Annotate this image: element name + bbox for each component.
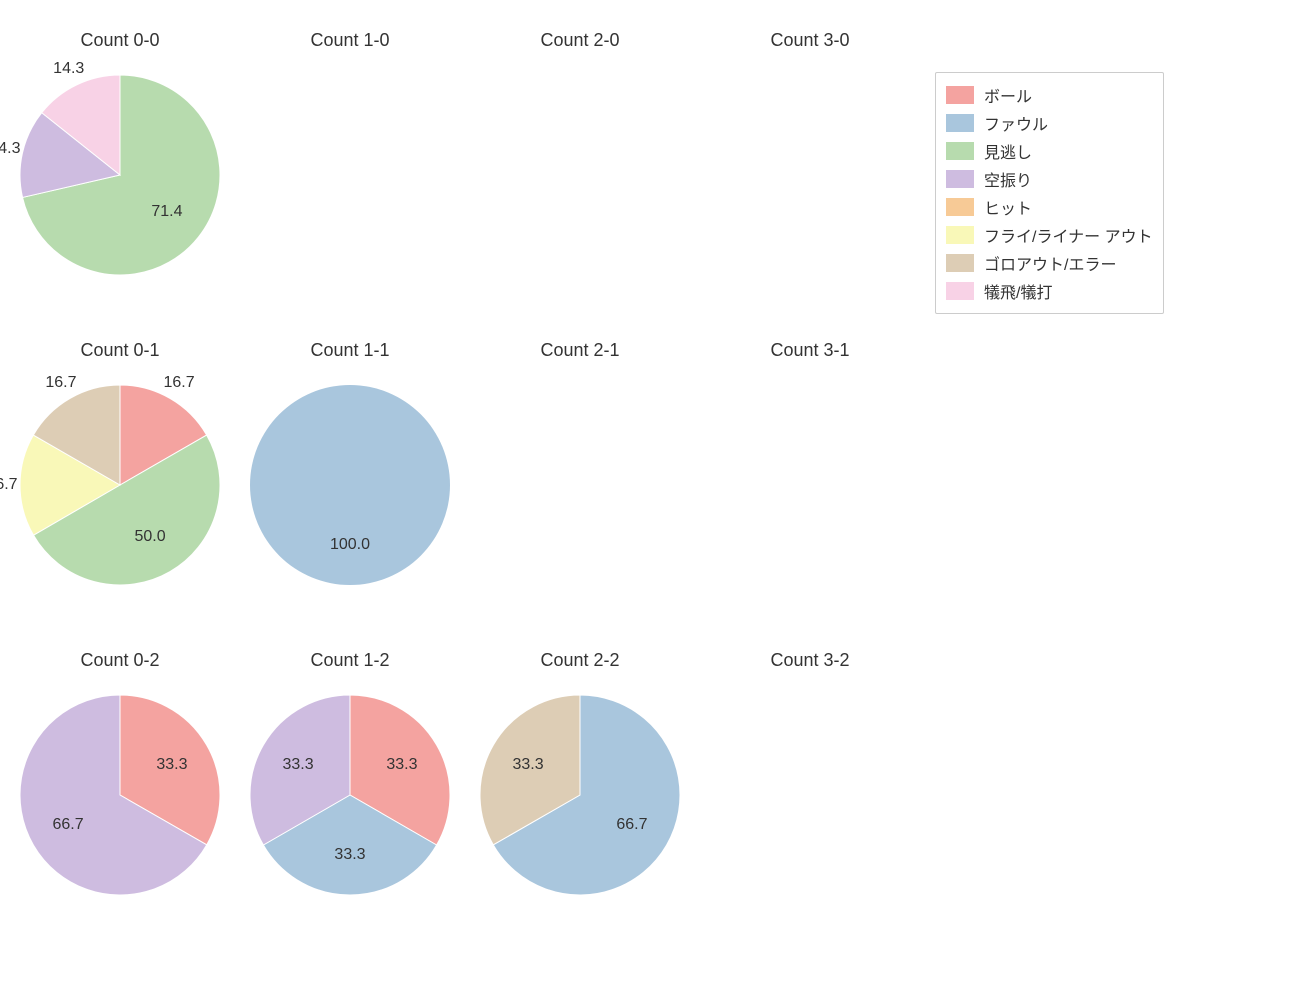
panel-title: Count 1-2 bbox=[240, 650, 460, 671]
pie-c12 bbox=[248, 693, 452, 897]
legend: ボールファウル見逃し空振りヒットフライ/ライナー アウトゴロアウト/エラー犠飛/… bbox=[935, 72, 1164, 314]
pie-c00 bbox=[18, 73, 222, 277]
legend-swatch bbox=[946, 254, 974, 272]
pie-slice-label: 50.0 bbox=[134, 528, 165, 546]
legend-item-groundout: ゴロアウト/エラー bbox=[946, 249, 1153, 277]
legend-item-looking: 見逃し bbox=[946, 137, 1153, 165]
legend-swatch bbox=[946, 170, 974, 188]
legend-swatch bbox=[946, 282, 974, 300]
pie-slice-label: 33.3 bbox=[512, 756, 543, 774]
legend-item-flyout: フライ/ライナー アウト bbox=[946, 221, 1153, 249]
panel-title: Count 3-0 bbox=[700, 30, 920, 51]
panel-title: Count 0-0 bbox=[10, 30, 230, 51]
pie-slice-label: 66.7 bbox=[616, 816, 647, 834]
pie-slice-label: 33.3 bbox=[282, 756, 313, 774]
legend-label: ゴロアウト/エラー bbox=[984, 251, 1116, 275]
panel-title: Count 3-1 bbox=[700, 340, 920, 361]
pie-slice-label: 33.3 bbox=[156, 756, 187, 774]
pie-c01 bbox=[18, 383, 222, 587]
pie-slice-label: 33.3 bbox=[386, 756, 417, 774]
legend-item-sac: 犠飛/犠打 bbox=[946, 277, 1153, 305]
pie-c22 bbox=[478, 693, 682, 897]
pie-slice-label: 16.7 bbox=[163, 374, 194, 392]
pie-slice-label: 71.4 bbox=[151, 203, 182, 221]
pie-slice-label: 33.3 bbox=[334, 846, 365, 864]
legend-item-ball: ボール bbox=[946, 81, 1153, 109]
pie-slice-label: 100.0 bbox=[330, 536, 370, 554]
legend-item-foul: ファウル bbox=[946, 109, 1153, 137]
panel-title: Count 2-0 bbox=[470, 30, 690, 51]
panel-title: Count 3-2 bbox=[700, 650, 920, 671]
panel-title: Count 0-2 bbox=[10, 650, 230, 671]
legend-item-swing: 空振り bbox=[946, 165, 1153, 193]
pie-slice-label: 14.3 bbox=[53, 60, 84, 78]
pie-slice-label: 14.3 bbox=[0, 140, 20, 158]
legend-swatch bbox=[946, 198, 974, 216]
pie-c11 bbox=[248, 383, 452, 587]
legend-label: ファウル bbox=[984, 111, 1048, 135]
legend-label: ヒット bbox=[984, 195, 1032, 219]
pie-slice-foul bbox=[250, 385, 450, 585]
legend-item-hit: ヒット bbox=[946, 193, 1153, 221]
pie-slice-label: 16.7 bbox=[0, 476, 18, 494]
legend-label: ボール bbox=[984, 83, 1032, 107]
legend-swatch bbox=[946, 142, 974, 160]
legend-label: フライ/ライナー アウト bbox=[984, 223, 1153, 247]
panel-title: Count 2-1 bbox=[470, 340, 690, 361]
panel-title: Count 1-0 bbox=[240, 30, 460, 51]
panel-title: Count 0-1 bbox=[10, 340, 230, 361]
legend-swatch bbox=[946, 114, 974, 132]
panel-title: Count 2-2 bbox=[470, 650, 690, 671]
pie-grid-chart: Count 0-0 71.4 14.3 14.3 Count 1-0 Count 2-0 C… bbox=[0, 0, 1300, 1000]
pie-slice-label: 66.7 bbox=[52, 816, 83, 834]
legend-label: 空振り bbox=[984, 167, 1032, 191]
legend-swatch bbox=[946, 86, 974, 104]
pie-slice-label: 16.7 bbox=[45, 374, 76, 392]
pie-c02 bbox=[18, 693, 222, 897]
legend-label: 犠飛/犠打 bbox=[984, 279, 1052, 303]
panel-title: Count 1-1 bbox=[240, 340, 460, 361]
legend-label: 見逃し bbox=[984, 139, 1032, 163]
legend-swatch bbox=[946, 226, 974, 244]
